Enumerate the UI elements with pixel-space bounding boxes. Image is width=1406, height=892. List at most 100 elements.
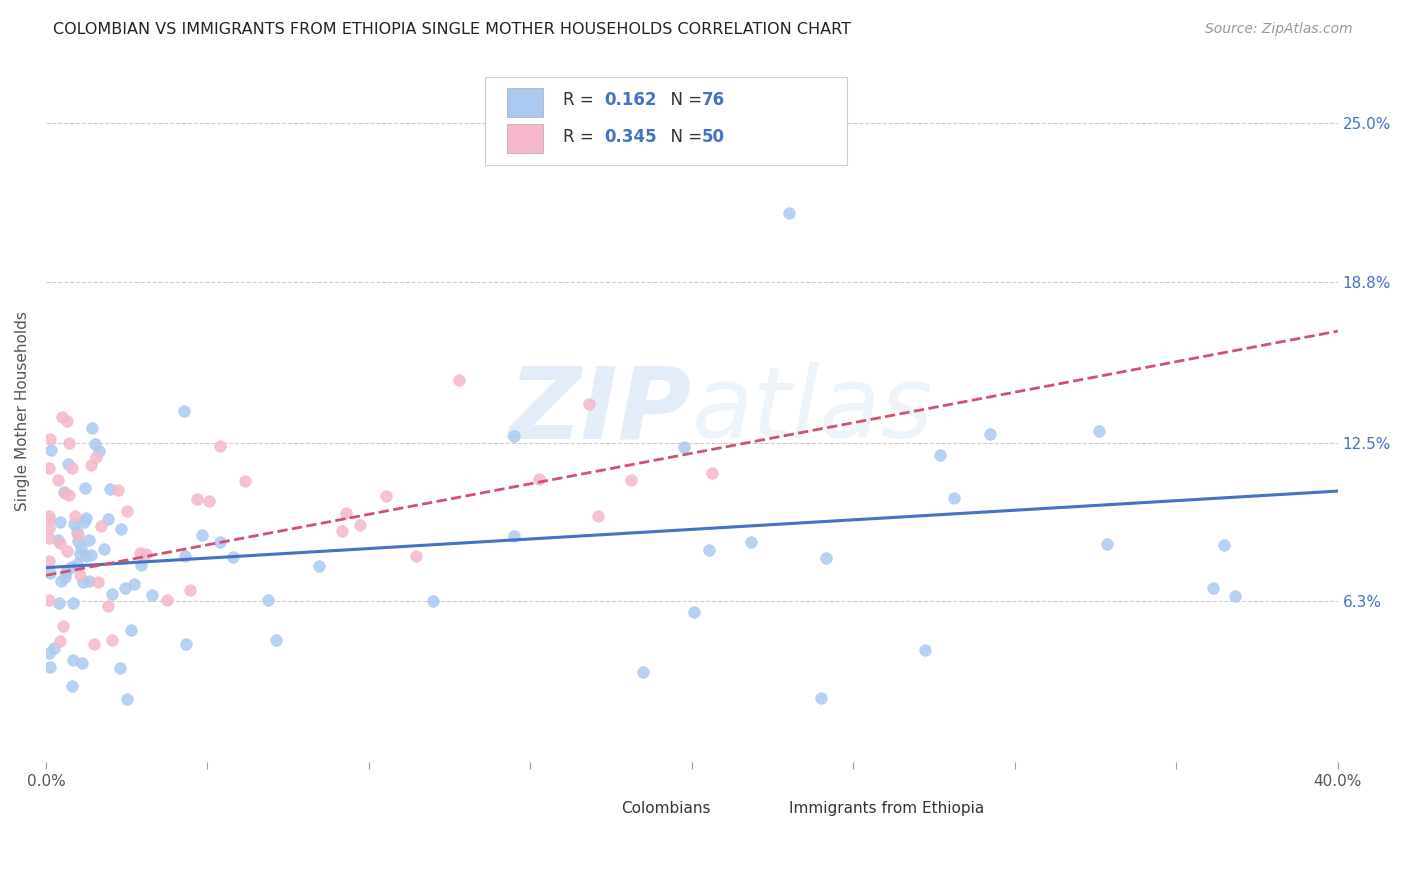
Point [222,550,245,565]
Point [49,536,72,550]
Point [39,660,62,674]
Point [97,512,120,526]
FancyBboxPatch shape [485,77,846,165]
Point [101,632,124,647]
Point [77,574,100,588]
Point [1213,537,1236,551]
Point [48,596,70,610]
Point [90,518,112,533]
Point [38,521,60,535]
Point [928,448,950,462]
Point [308,559,330,574]
Point [51,410,73,425]
Point [97,599,120,614]
Point [60,461,83,475]
Point [62,597,84,611]
Point [87,575,110,590]
Point [107,483,129,498]
Point [65,509,87,524]
Text: Source: ZipAtlas.com: Source: ZipAtlas.com [1205,22,1353,37]
Y-axis label: Single Mother Households: Single Mother Households [15,310,30,510]
Point [697,543,720,558]
Point [633,665,655,680]
Point [349,518,371,533]
Point [129,546,152,560]
FancyBboxPatch shape [582,795,614,822]
Point [447,374,470,388]
Point [62,653,84,667]
Point [129,558,152,572]
Point [46,473,69,487]
Point [529,473,551,487]
Point [58,488,80,502]
Point [115,691,138,706]
Point [67,533,90,548]
Point [62,679,84,693]
Point [110,522,132,536]
Point [256,593,278,607]
Point [75,481,97,495]
Point [56,544,79,558]
Point [70,541,93,555]
Point [46,533,69,547]
Point [48,634,70,648]
Point [503,529,526,543]
Point [51,574,73,588]
Point [914,643,936,657]
Point [66,558,89,572]
Point [38,432,60,446]
Point [740,534,762,549]
Point [53,485,76,500]
Point [943,491,966,505]
Point [38,554,60,568]
Point [38,508,60,523]
Point [114,581,136,595]
Point [75,511,97,525]
Point [374,489,396,503]
Text: atlas: atlas [692,362,934,459]
Point [120,623,142,637]
Point [266,633,288,648]
FancyBboxPatch shape [749,795,782,822]
Point [77,533,100,547]
Point [70,657,93,671]
Point [700,466,723,480]
Point [108,661,131,675]
Point [56,457,79,471]
Point [69,567,91,582]
FancyBboxPatch shape [508,124,543,153]
Point [69,547,91,561]
Text: N =: N = [659,128,707,146]
Point [1095,537,1118,551]
Point [778,206,800,220]
Point [503,428,526,442]
Point [83,637,105,651]
Point [38,592,60,607]
Point [44,640,66,655]
Point [209,439,232,453]
Point [335,506,357,520]
Point [73,515,96,529]
Point [80,549,103,563]
Text: Colombians: Colombians [621,800,710,815]
Point [115,504,138,518]
Text: Immigrants from Ethiopia: Immigrants from Ethiopia [789,800,984,815]
Point [620,473,643,487]
Point [53,486,76,500]
Point [84,450,107,464]
Point [82,420,104,434]
Point [1202,581,1225,595]
Point [101,587,124,601]
Point [53,570,76,584]
Text: 76: 76 [702,91,725,109]
Text: 0.162: 0.162 [605,91,657,109]
Point [156,592,179,607]
Point [98,482,121,496]
Point [979,426,1001,441]
Point [38,531,60,545]
Point [38,646,60,660]
Point [198,494,221,508]
Point [810,690,832,705]
Point [422,594,444,608]
Point [190,528,212,542]
